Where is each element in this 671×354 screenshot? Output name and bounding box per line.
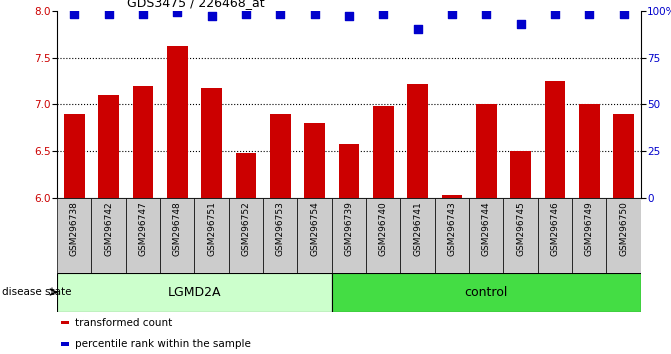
Bar	[476, 104, 497, 198]
Text: GSM296743: GSM296743	[448, 201, 456, 256]
Point	[344, 13, 354, 19]
Bar	[91, 198, 125, 273]
Point	[618, 12, 629, 17]
Point	[412, 27, 423, 32]
Bar	[503, 198, 537, 273]
Bar	[297, 198, 331, 273]
Point	[103, 12, 114, 17]
Point	[584, 12, 595, 17]
Text: GSM296744: GSM296744	[482, 201, 491, 256]
Bar	[60, 342, 69, 346]
Bar	[613, 114, 634, 198]
Bar	[373, 106, 394, 198]
Text: GSM296754: GSM296754	[310, 201, 319, 256]
Text: GSM296738: GSM296738	[70, 201, 79, 256]
Text: LGMD2A: LGMD2A	[168, 286, 221, 298]
Text: GSM296747: GSM296747	[138, 201, 148, 256]
Point	[275, 12, 286, 17]
Point	[69, 12, 80, 17]
Point	[378, 12, 389, 17]
Point	[309, 12, 320, 17]
Point	[447, 12, 458, 17]
Bar	[407, 84, 428, 198]
Bar	[57, 198, 91, 273]
Bar	[331, 198, 366, 273]
Bar	[263, 198, 297, 273]
Text: GSM296742: GSM296742	[104, 201, 113, 256]
Text: GSM296745: GSM296745	[516, 201, 525, 256]
Bar	[545, 81, 565, 198]
Text: GSM296753: GSM296753	[276, 201, 285, 256]
Text: GSM296746: GSM296746	[550, 201, 560, 256]
Bar	[195, 198, 229, 273]
Bar	[201, 87, 222, 198]
Bar	[579, 104, 600, 198]
Bar	[64, 114, 85, 198]
Point	[172, 10, 183, 15]
Bar	[236, 153, 256, 198]
Bar	[60, 320, 69, 324]
Text: GSM296748: GSM296748	[172, 201, 182, 256]
Bar	[607, 198, 641, 273]
Bar	[160, 198, 195, 273]
Bar	[401, 198, 435, 273]
Text: control: control	[464, 286, 508, 298]
Point	[515, 21, 526, 27]
Point	[206, 13, 217, 19]
Text: GSM296751: GSM296751	[207, 201, 216, 256]
Text: disease state: disease state	[2, 287, 72, 297]
Bar	[57, 273, 331, 312]
Text: GSM296750: GSM296750	[619, 201, 628, 256]
Point	[138, 12, 148, 17]
Bar	[270, 114, 291, 198]
Point	[240, 12, 251, 17]
Bar	[229, 198, 263, 273]
Text: GSM296741: GSM296741	[413, 201, 422, 256]
Bar	[133, 86, 153, 198]
Bar	[339, 144, 359, 198]
Bar	[167, 46, 187, 198]
Bar	[572, 198, 607, 273]
Text: GSM296752: GSM296752	[242, 201, 250, 256]
Text: percentile rank within the sample: percentile rank within the sample	[74, 339, 250, 349]
Text: GSM296749: GSM296749	[585, 201, 594, 256]
Bar	[511, 152, 531, 198]
Text: GSM296740: GSM296740	[378, 201, 388, 256]
Text: GDS3475 / 226468_at: GDS3475 / 226468_at	[127, 0, 265, 10]
Point	[481, 12, 492, 17]
Text: transformed count: transformed count	[74, 318, 172, 327]
Bar	[304, 123, 325, 198]
Bar	[435, 198, 469, 273]
Bar	[331, 273, 641, 312]
Bar	[98, 95, 119, 198]
Point	[550, 12, 560, 17]
Bar	[469, 198, 503, 273]
Bar	[125, 198, 160, 273]
Bar	[366, 198, 401, 273]
Bar	[537, 198, 572, 273]
Bar	[442, 195, 462, 198]
Text: GSM296739: GSM296739	[344, 201, 354, 256]
